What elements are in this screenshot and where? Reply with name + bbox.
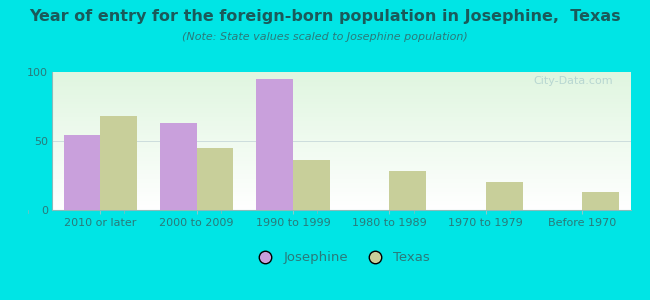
Text: Year of entry for the foreign-born population in Josephine,  Texas: Year of entry for the foreign-born popul… <box>29 9 621 24</box>
Bar <box>389 171 426 210</box>
Bar <box>486 182 523 210</box>
Legend: Josephine, Texas: Josephine, Texas <box>247 246 436 270</box>
Bar <box>100 116 137 210</box>
Bar <box>582 192 619 210</box>
Bar <box>196 148 233 210</box>
Bar <box>64 136 100 210</box>
Bar <box>293 160 330 210</box>
Bar <box>256 79 293 210</box>
Text: (Note: State values scaled to Josephine population): (Note: State values scaled to Josephine … <box>182 32 468 41</box>
Text: City-Data.com: City-Data.com <box>534 76 613 86</box>
Bar <box>160 123 196 210</box>
